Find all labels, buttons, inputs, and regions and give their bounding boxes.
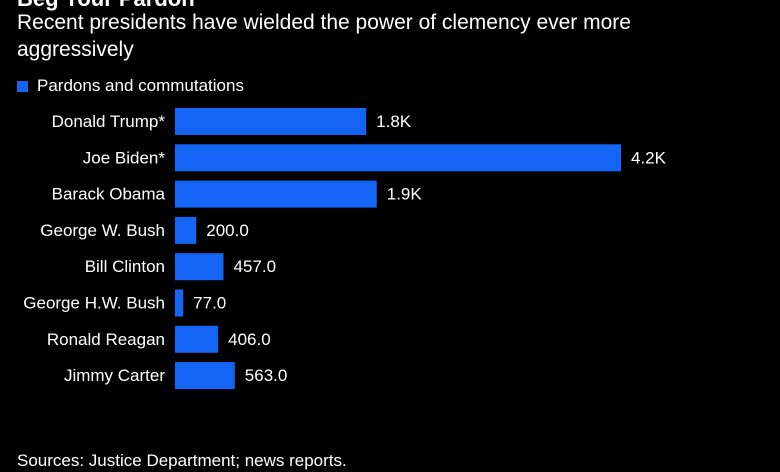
data-label: 563.0 — [245, 366, 288, 385]
chart-title: Beg Your Pardon — [17, 0, 195, 12]
bar — [175, 216, 197, 244]
bar — [175, 362, 235, 390]
category-label: Barack Obama — [52, 185, 166, 204]
bar — [175, 108, 367, 135]
data-label: 406.0 — [228, 330, 271, 349]
category-label: Ronald Reagan — [47, 330, 165, 349]
legend-swatch — [17, 80, 28, 92]
bar — [175, 253, 224, 281]
legend-label: Pardons and commutations — [37, 76, 244, 95]
category-label: George H.W. Bush — [23, 294, 165, 313]
bar — [175, 325, 219, 353]
data-label: 1.9K — [387, 185, 423, 204]
data-label: 1.8K — [376, 112, 412, 131]
data-label: 77.0 — [193, 294, 226, 313]
category-label: George W. Bush — [40, 221, 165, 240]
bar — [175, 144, 621, 172]
chart-subtitle: Recent presidents have wielded the power… — [17, 11, 631, 61]
data-label: 457.0 — [234, 257, 277, 276]
data-label: 4.2K — [631, 148, 667, 167]
category-label: Donald Trump* — [52, 112, 166, 131]
bar — [175, 180, 377, 208]
category-label: Bill Clinton — [85, 257, 165, 276]
legend: Pardons and commutations — [17, 75, 244, 97]
category-label: Joe Biden* — [83, 148, 166, 167]
source-note: Sources: Justice Department; news report… — [17, 451, 347, 470]
category-label: Jimmy Carter — [64, 366, 165, 385]
bar — [175, 289, 184, 317]
data-label: 200.0 — [206, 221, 249, 240]
